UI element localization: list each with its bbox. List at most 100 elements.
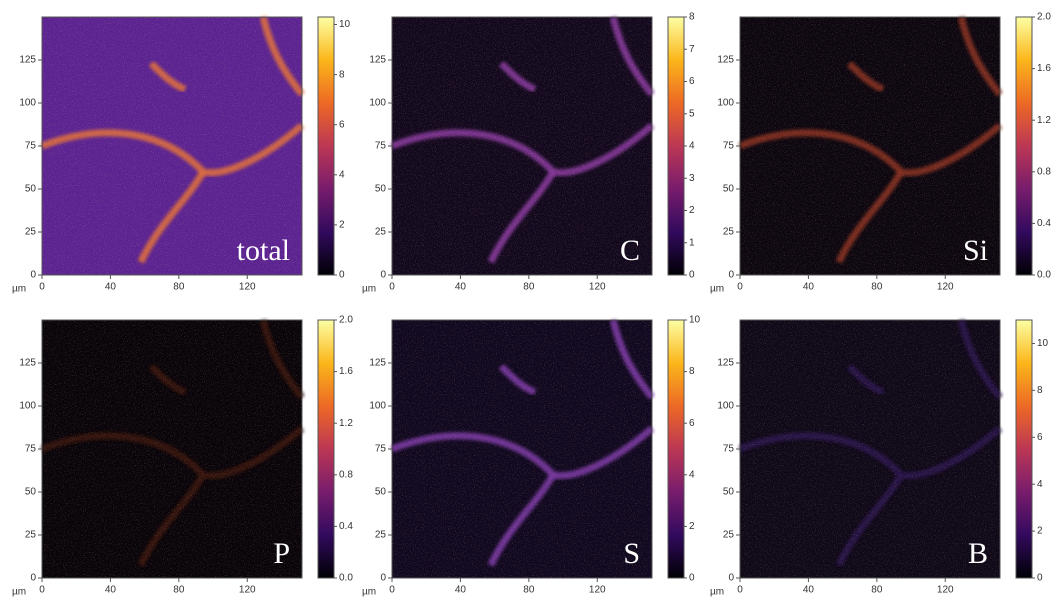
y-tick-label: 75 [375, 444, 387, 455]
colorbar-tick-label: 6 [339, 119, 345, 130]
y-tick-label: 75 [723, 444, 735, 455]
colorbar-tick-label: 2.0 [339, 315, 353, 326]
x-tick-label: 0 [39, 282, 45, 293]
map-label: Si [963, 234, 988, 267]
y-tick-label: 0 [728, 573, 734, 584]
x-unit: µm [710, 284, 724, 295]
colorbar-tick-label: 6 [689, 76, 695, 87]
colorbar-tick-label: 10 [689, 315, 701, 326]
x-tick-label: 120 [239, 585, 256, 596]
y-tick-label: 125 [369, 358, 386, 369]
colorbar-tick-label: 0.4 [1037, 218, 1051, 229]
colorbar-tick-label: 0.0 [1037, 270, 1051, 281]
map-label: B [968, 537, 988, 570]
y-tick-label: 25 [375, 227, 387, 238]
colorbar-tick-label: 6 [1037, 432, 1043, 443]
colorbar-tick-label: 0.4 [339, 521, 353, 532]
x-unit: µm [362, 587, 376, 598]
x-tick-label: 120 [589, 585, 606, 596]
map-noise [392, 320, 652, 578]
map-panel: total 0 40 80 120 0 25 50 75 100 125 µm 0 2 4 6 8 10 [12, 16, 351, 295]
colorbar [317, 319, 335, 579]
colorbar [667, 319, 685, 579]
x-tick-label: 120 [239, 282, 256, 293]
y-tick-label: 0 [380, 270, 386, 281]
colorbar-tick-label: 1.6 [339, 366, 353, 377]
colorbar-tick-label: 0.0 [339, 573, 353, 584]
x-unit: µm [12, 284, 26, 295]
x-tick-label: 80 [871, 282, 883, 293]
colorbar-tick-label: 6 [689, 418, 695, 429]
y-tick-label: 50 [375, 184, 387, 195]
y-tick-label: 100 [19, 401, 36, 412]
map-label: total [237, 234, 290, 267]
x-tick-label: 0 [39, 585, 45, 596]
colorbar-tick-label: 10 [1037, 338, 1049, 349]
y-tick-label: 25 [723, 227, 735, 238]
colorbar-tick-label: 1.6 [1037, 63, 1051, 74]
colorbar-tick-label: 2 [1037, 526, 1043, 537]
colorbar-tick-label: 0 [689, 573, 695, 584]
x-tick-label: 120 [589, 282, 606, 293]
colorbar-tick-label: 3 [689, 173, 695, 184]
colorbar-tick-label: 8 [1037, 385, 1043, 396]
x-tick-label: 80 [523, 282, 535, 293]
y-tick-label: 100 [369, 401, 386, 412]
y-tick-label: 125 [19, 358, 36, 369]
colorbar-tick-label: 4 [689, 469, 695, 480]
x-tick-label: 0 [737, 282, 743, 293]
x-tick-label: 40 [803, 282, 815, 293]
y-tick-label: 75 [25, 141, 37, 152]
colorbar-tick-label: 0.8 [339, 469, 353, 480]
colorbar-tick-label: 2 [339, 220, 345, 231]
map-label: P [273, 537, 290, 570]
colorbar-tick-label: 1.2 [339, 418, 353, 429]
x-unit: µm [362, 284, 376, 295]
x-tick-label: 40 [455, 282, 467, 293]
colorbar [667, 16, 685, 276]
x-tick-label: 0 [389, 282, 395, 293]
y-tick-label: 125 [717, 358, 734, 369]
y-tick-label: 0 [30, 573, 36, 584]
colorbar [1015, 319, 1033, 579]
y-tick-label: 25 [375, 530, 387, 541]
y-tick-label: 0 [380, 573, 386, 584]
colorbar-tick-label: 2.0 [1037, 12, 1051, 23]
y-tick-label: 0 [30, 270, 36, 281]
y-tick-label: 125 [717, 55, 734, 66]
x-tick-label: 80 [871, 585, 883, 596]
y-tick-label: 25 [723, 530, 735, 541]
y-tick-label: 75 [723, 141, 735, 152]
x-unit: µm [710, 587, 724, 598]
y-tick-label: 50 [25, 487, 37, 498]
x-tick-label: 40 [105, 282, 117, 293]
map-label: C [620, 234, 640, 267]
x-tick-label: 40 [455, 585, 467, 596]
colorbar-tick-label: 4 [1037, 479, 1043, 490]
colorbar-tick-label: 8 [339, 69, 345, 80]
colorbar-tick-label: 5 [689, 108, 695, 119]
map-noise [740, 320, 1000, 578]
x-tick-label: 120 [937, 585, 954, 596]
colorbar-tick-label: 2 [689, 205, 695, 216]
y-tick-label: 50 [723, 184, 735, 195]
colorbar-tick-label: 0 [689, 270, 695, 281]
y-tick-label: 25 [25, 227, 37, 238]
map-label: S [623, 537, 640, 570]
map-noise [42, 17, 302, 275]
colorbar-tick-label: 8 [689, 366, 695, 377]
y-tick-label: 100 [369, 98, 386, 109]
colorbar-tick-label: 8 [689, 12, 695, 23]
y-tick-label: 125 [19, 55, 36, 66]
colorbar-tick-label: 1.2 [1037, 115, 1051, 126]
x-tick-label: 80 [173, 585, 185, 596]
y-tick-label: 100 [717, 98, 734, 109]
y-tick-label: 50 [25, 184, 37, 195]
y-tick-label: 100 [717, 401, 734, 412]
map-noise [392, 17, 652, 275]
y-tick-label: 50 [723, 487, 735, 498]
map-panel: P 0 40 80 120 0 25 50 75 100 125 µm 0.0 0.4 0.8 1.2 1.6 2… [12, 315, 353, 598]
colorbar-tick-label: 2 [689, 521, 695, 532]
map-panel: B 0 40 80 120 0 25 50 75 100 125 µm 0 2 4 6 8 10 [710, 319, 1049, 598]
